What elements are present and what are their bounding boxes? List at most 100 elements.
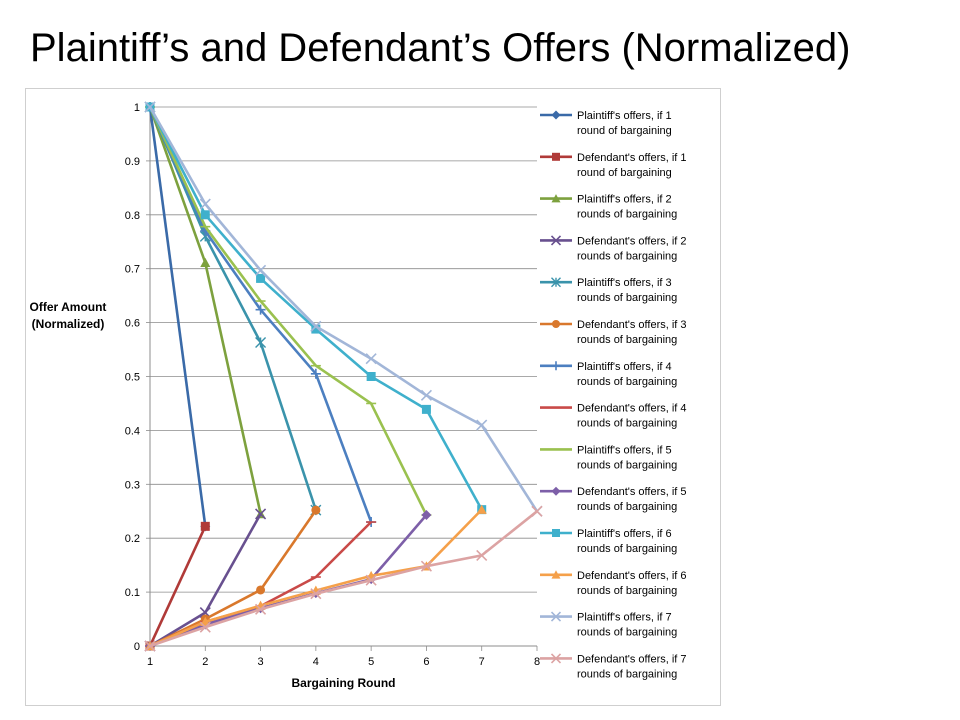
x-tick-label: 1: [147, 656, 153, 668]
data-point: [531, 505, 543, 517]
data-point: [366, 372, 376, 381]
legend-label: rounds of bargaining: [577, 376, 677, 388]
data-point: [256, 585, 266, 595]
legend-label: Plaintiff's offers, if 3: [577, 277, 672, 289]
legend-label: round of bargaining: [577, 167, 672, 179]
series-line: [148, 106, 318, 511]
data-point: [551, 110, 561, 120]
legend-item-10: Defendant's offers, if 5 rounds of bargai…: [540, 486, 687, 513]
y-tick-label: 0.8: [125, 210, 140, 222]
legend-label: rounds of bargaining: [577, 334, 677, 346]
legend-label: Defendant's offers, if 5: [577, 486, 687, 498]
data-point: [199, 198, 211, 210]
data-point: [551, 194, 561, 203]
data-point: [365, 353, 377, 365]
legend-label: rounds of bargaining: [577, 501, 677, 513]
data-point: [551, 277, 561, 288]
legend-item-8: Defendant's offers, if 4 rounds of bargai…: [540, 403, 687, 430]
x-tick-label: 7: [479, 656, 485, 668]
data-point: [256, 273, 266, 283]
legend-label: Plaintiff's offers, if 2: [577, 194, 672, 206]
data-point: [552, 320, 560, 328]
legend-label: rounds of bargaining: [577, 459, 677, 471]
data-point: [421, 510, 432, 521]
data-point: [550, 653, 562, 664]
legend-label: Defendant's offers, if 1: [577, 152, 687, 164]
x-tick-label: 4: [313, 656, 319, 668]
data-point: [476, 504, 487, 514]
legend-label: Plaintiff's offers, if 6: [577, 528, 672, 540]
data-point: [310, 320, 322, 332]
data-point: [255, 304, 266, 315]
series-line: [148, 106, 483, 511]
data-point: [552, 529, 560, 537]
series-line: [148, 106, 428, 516]
series-line: [148, 106, 539, 513]
y-tick-label: 1: [134, 102, 140, 114]
y-tick-label: 0.7: [125, 264, 140, 276]
legend-item-11: Plaintiff's offers, if 6 rounds of bargai…: [540, 528, 677, 555]
data-point: [551, 570, 561, 579]
y-tick-label: 0.3: [125, 479, 140, 491]
data-point: [310, 588, 322, 600]
axes: 0 0.1 0.2 0.3 0.4 0.5 0.6 0.7 0.8 0.9 1 1 2 3 4 5 6 7 8 Bar…: [30, 102, 541, 690]
legend-label: rounds of bargaining: [577, 418, 677, 430]
legend: Plaintiff's offers, if 1 round of bargain…: [540, 110, 687, 680]
data-point: [476, 549, 488, 562]
legend-item-1: Plaintiff's offers, if 1 round of bargain…: [540, 110, 672, 137]
legend-item-12: Defendant's offers, if 6 rounds of bargai…: [540, 570, 687, 597]
legend-label: Plaintiff's offers, if 5: [577, 444, 672, 456]
data-point: [310, 368, 321, 379]
data-point: [551, 486, 561, 496]
data-point: [200, 257, 211, 268]
legend-label: rounds of bargaining: [577, 585, 677, 597]
y-tick-label: 0.4: [125, 425, 140, 437]
x-tick-label: 2: [202, 656, 208, 668]
data-point: [144, 640, 156, 652]
data-point: [255, 337, 267, 349]
data-point: [255, 264, 267, 276]
series-13: [144, 101, 543, 517]
series-14: [144, 505, 543, 652]
legend-item-3: Plaintiff's offers, if 2 rounds of bargai…: [540, 194, 677, 221]
line-chart: 0 0.1 0.2 0.3 0.4 0.5 0.6 0.7 0.8 0.9 1 1 2 3 4 5 6 7 8 Bar…: [30, 101, 687, 690]
y-axis-title: Offer Amount: [30, 300, 107, 314]
legend-item-2: Defendant's offers, if 1 round of bargain…: [540, 152, 687, 179]
data-point: [550, 235, 562, 246]
x-tick-label: 5: [368, 656, 374, 668]
series-6: [145, 505, 321, 651]
legend-label: Defendant's offers, if 7: [577, 653, 687, 665]
legend-label: rounds of bargaining: [577, 543, 677, 555]
series-line: [149, 510, 538, 648]
legend-item-4: Defendant's offers, if 2 rounds of bargai…: [540, 235, 687, 262]
legend-label: Plaintiff's offers, if 1: [577, 110, 672, 122]
data-point: [551, 361, 561, 371]
legend-label: rounds of bargaining: [577, 292, 677, 304]
series-9: [145, 106, 432, 516]
series-line: [148, 525, 207, 647]
data-point: [200, 210, 210, 220]
legend-label: rounds of bargaining: [577, 627, 677, 639]
series-lines: [144, 101, 543, 652]
legend-label: Plaintiff's offers, if 4: [577, 361, 672, 373]
legend-item-5: Plaintiff's offers, if 3 rounds of bargai…: [540, 277, 677, 304]
data-point: [550, 611, 562, 622]
data-point: [200, 521, 210, 531]
series-3: [145, 102, 266, 519]
y-tick-label: 0.1: [125, 587, 140, 599]
data-point: [311, 324, 321, 334]
y-tick-label: 0.5: [125, 372, 140, 384]
legend-item-6: Defendant's offers, if 3 rounds of bargai…: [540, 319, 687, 346]
legend-label: Defendant's offers, if 2: [577, 235, 687, 247]
data-point: [420, 389, 432, 401]
x-axis-title: Bargaining Round: [292, 676, 396, 690]
data-point: [552, 152, 560, 161]
data-point: [255, 508, 267, 520]
chart-area: 0 0.1 0.2 0.3 0.4 0.5 0.6 0.7 0.8 0.9 1 1 2 3 4 5 6 7 8 Bar…: [25, 88, 721, 706]
data-point: [144, 101, 156, 113]
y-axis-title: (Normalized): [32, 317, 105, 331]
data-point: [365, 574, 377, 586]
legend-item-13: Plaintiff's offers, if 7 rounds of bargai…: [540, 611, 677, 639]
legend-label: Defendant's offers, if 3: [577, 319, 687, 331]
y-tick-label: 0.6: [125, 318, 140, 330]
